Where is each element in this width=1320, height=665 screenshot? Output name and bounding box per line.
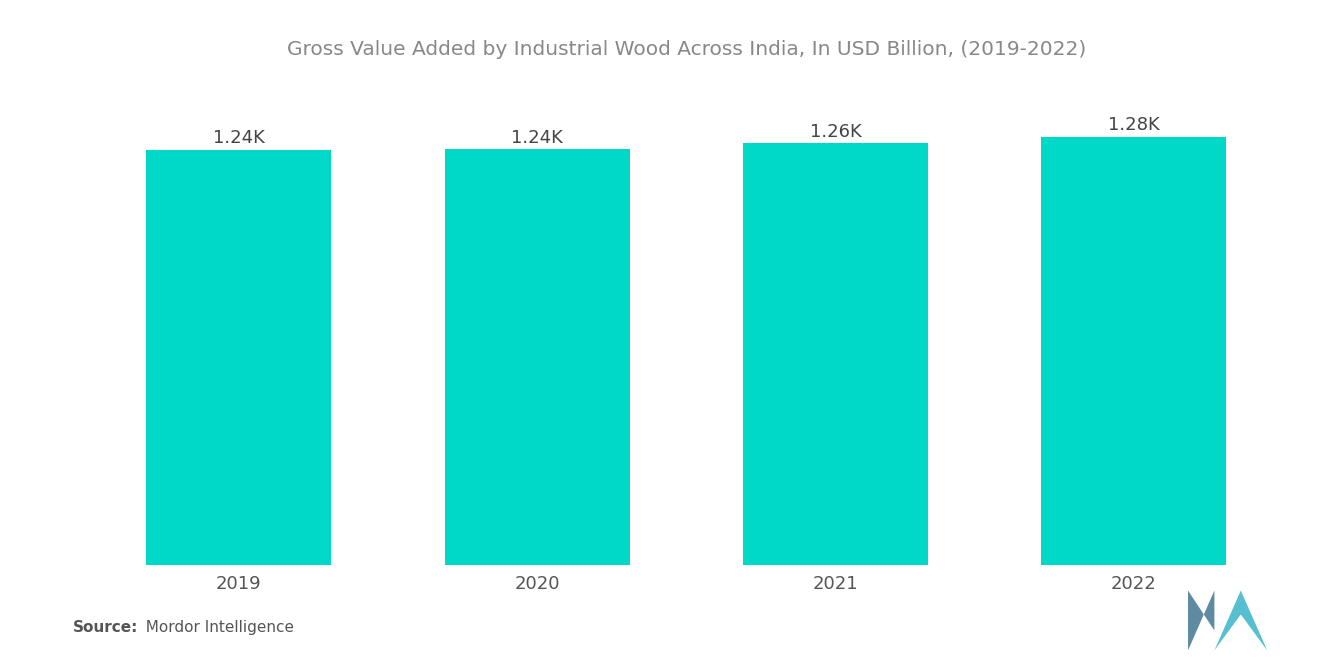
Text: Mordor Intelligence: Mordor Intelligence — [136, 620, 294, 635]
Bar — [743, 144, 928, 565]
Text: 1.28K: 1.28K — [1107, 116, 1160, 134]
Text: Source:: Source: — [73, 620, 139, 635]
Bar — [445, 150, 630, 565]
Text: 1.24K: 1.24K — [213, 130, 265, 148]
Polygon shape — [1162, 591, 1214, 650]
Text: 1.26K: 1.26K — [809, 123, 862, 141]
Text: 1.24K: 1.24K — [511, 129, 564, 147]
Bar — [1041, 137, 1226, 565]
Title: Gross Value Added by Industrial Wood Across India, In USD Billion, (2019-2022): Gross Value Added by Industrial Wood Acr… — [286, 40, 1086, 59]
Polygon shape — [1188, 591, 1214, 650]
Polygon shape — [1214, 591, 1267, 650]
Bar — [147, 150, 331, 565]
